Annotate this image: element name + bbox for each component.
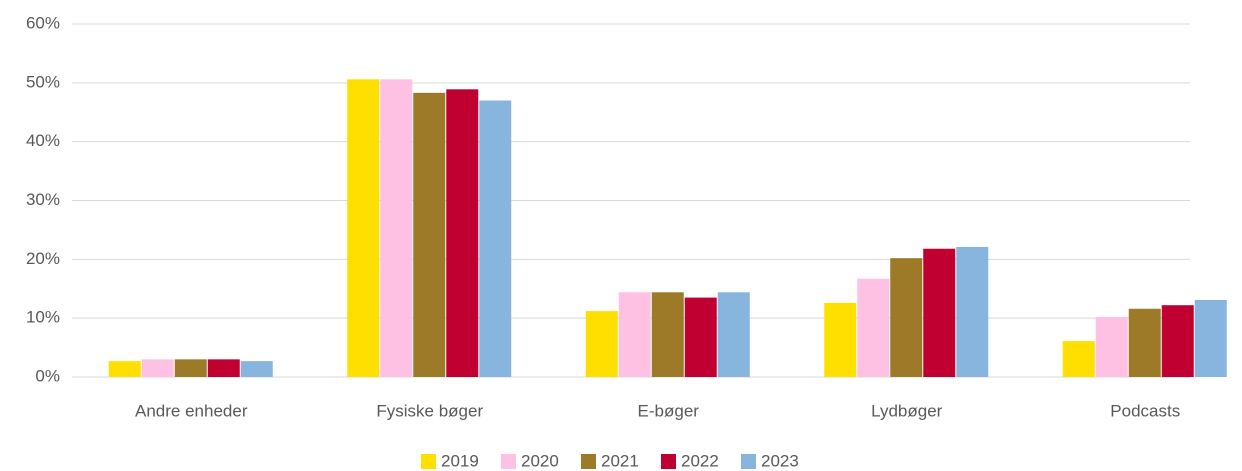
legend-label: 2020 [521, 451, 559, 470]
x-tick-label: Lydbøger [871, 401, 943, 420]
bar [141, 359, 174, 377]
legend-swatch [421, 454, 436, 469]
bar [1194, 299, 1227, 377]
legend-label: 2021 [601, 451, 639, 470]
legend-swatch [661, 454, 676, 469]
bar [1095, 316, 1128, 377]
legend-swatch [741, 454, 756, 469]
bar [717, 292, 750, 377]
bar [174, 359, 207, 377]
legend-swatch [501, 454, 516, 469]
bar [1062, 341, 1095, 377]
bar [1128, 308, 1161, 377]
x-tick-label: Fysiske bøger [376, 401, 483, 420]
bar [651, 292, 684, 377]
y-tick-label: 20% [26, 249, 60, 268]
bar [413, 92, 446, 378]
y-tick-label: 0% [35, 366, 60, 385]
bar [684, 297, 717, 377]
bar [446, 89, 479, 378]
bar [479, 100, 512, 377]
x-tick-label: Podcasts [1110, 401, 1180, 420]
bar [240, 361, 273, 377]
y-tick-label: 50% [26, 72, 60, 91]
bar [347, 79, 380, 377]
legend-label: 2019 [441, 451, 479, 470]
bar [585, 311, 618, 377]
y-tick-label: 60% [26, 13, 60, 32]
x-tick-label: E-bøger [638, 401, 700, 420]
bar [108, 361, 141, 377]
bar [1161, 305, 1194, 377]
x-tick-label: Andre enheder [135, 401, 248, 420]
bar [956, 246, 989, 377]
bar [380, 79, 413, 377]
y-tick-label: 30% [26, 190, 60, 209]
legend-swatch [581, 454, 596, 469]
bar [857, 278, 890, 377]
bar [824, 302, 857, 377]
y-tick-label: 10% [26, 308, 60, 327]
y-tick-label: 40% [26, 131, 60, 150]
bar [207, 359, 240, 377]
bar [618, 292, 651, 377]
legend-label: 2023 [761, 451, 799, 470]
bar [923, 248, 956, 377]
bar [890, 258, 923, 377]
legend-label: 2022 [681, 451, 719, 470]
